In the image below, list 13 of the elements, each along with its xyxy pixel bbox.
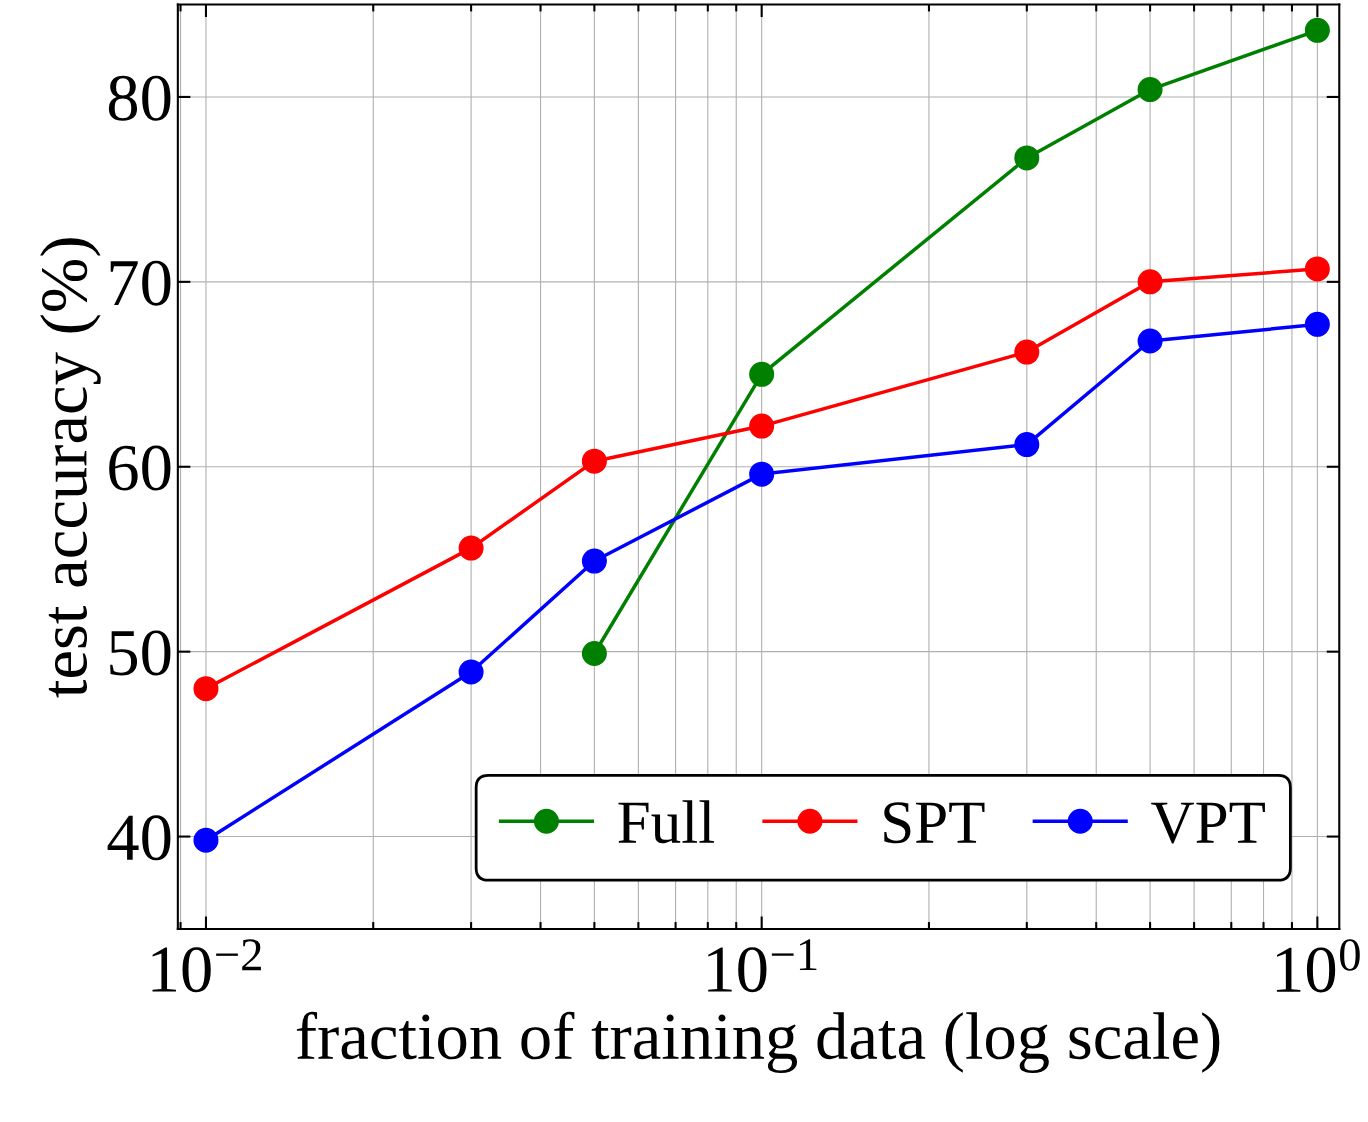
y-tick-label: 40	[107, 815, 171, 861]
legend-label: SPT	[884, 802, 985, 844]
y-tick-label: 50	[110, 630, 171, 676]
x-tick-label: 10$^{0}$	[1276, 939, 1360, 993]
legend-label: Full	[618, 800, 714, 844]
x-axis-title: fraction of training data (log scale)	[296, 1011, 1220, 1074]
y-tick-label: 70	[110, 260, 171, 306]
legend-label: VPT	[1151, 802, 1265, 844]
y-axis-title: test accuracy (%)	[40, 238, 101, 698]
y-tick-label: 80	[108, 75, 171, 121]
y-tick-label: 60	[109, 445, 171, 491]
x-tick-label: 10$^{−2}$	[152, 939, 261, 993]
x-tick-label: 10$^{−1}$	[708, 939, 817, 993]
